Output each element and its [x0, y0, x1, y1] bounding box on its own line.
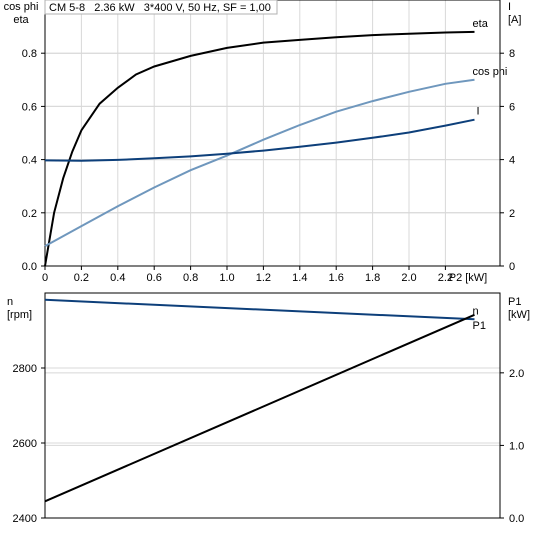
panel2-right-axis-label: [kW] — [508, 309, 530, 321]
panel1-series-i-line — [44, 118, 475, 162]
panel1-x-tick-label: 1.2 — [256, 272, 271, 284]
panel2-right-tick-label: 2.0 — [509, 368, 524, 380]
panel1-x-tick-label: 1.0 — [219, 272, 234, 284]
panel2-series-p1-line — [44, 313, 475, 503]
panel1-x-tick-label: 0 — [42, 272, 48, 284]
panel2-left-tick-label: 2800 — [13, 363, 37, 375]
panel1-plot-frame — [44, 0, 501, 267]
panel2-left-axis-label: [rpm] — [7, 309, 32, 321]
panel1-series-cos-phi-label: cos phi — [473, 66, 508, 78]
panel2-left-tick-label: 2600 — [13, 438, 37, 450]
panel2-right-tick-label: 1.0 — [509, 440, 524, 452]
chart-title: CM 5-8 2.36 kW 3*400 V, 50 Hz, SF = 1,00 — [49, 2, 271, 14]
panel1-series-eta-line — [44, 30, 475, 267]
panel1-x-tick-label: 2.2 — [438, 272, 453, 284]
panel1-left-tick-label: 0.2 — [22, 208, 37, 220]
panel2-series-p1-label: P1 — [473, 320, 486, 332]
panel1-right-tick-label: 4 — [509, 155, 515, 167]
panel1-left-tick-label: 0.6 — [22, 101, 37, 113]
panel1-right-axis-label: I — [508, 1, 511, 13]
panel1-x-tick-label: 2.0 — [401, 272, 416, 284]
chart-title-box — [44, 0, 278, 15]
panel1-left-tick-label: 0.0 — [22, 261, 37, 273]
panel1-x-tick-label: 1.8 — [365, 272, 380, 284]
panel2-right-axis-label: P1 — [508, 296, 521, 308]
panel1-series-eta-label: eta — [473, 18, 489, 30]
panel1-series-i-label: I — [477, 106, 480, 118]
panel1-x-tick-label: 1.4 — [292, 272, 307, 284]
panel1-x-tick-label: 0.6 — [147, 272, 162, 284]
panel1-right-tick-label: 2 — [509, 208, 515, 220]
panel1-right-tick-label: 8 — [509, 48, 515, 60]
panel1-left-axis-label: eta — [13, 14, 29, 26]
panel1-x-tick-label: 0.2 — [74, 272, 89, 284]
panel1-x-tick-label: 0.8 — [183, 272, 198, 284]
panel1-x-tick-label: 0.4 — [110, 272, 125, 284]
panel1-right-tick-label: 0 — [509, 261, 515, 273]
panel1-x-tick-label: 1.6 — [329, 272, 344, 284]
panel2-series-n-label: n — [473, 305, 479, 317]
panel2-left-axis-label: n — [7, 296, 13, 308]
panel1-right-tick-label: 6 — [509, 101, 515, 113]
panel1-left-tick-label: 0.4 — [22, 155, 37, 167]
panel1-x-axis-label: P2 [kW] — [449, 272, 488, 284]
panel2-series-n-line — [44, 298, 475, 321]
panel1-right-axis-label: [A] — [508, 14, 521, 26]
panel1-series-cos-phi-line — [44, 78, 475, 247]
panel2-plot-frame — [44, 292, 501, 519]
panel2-right-tick-label: 0.0 — [509, 513, 524, 525]
panel2-left-tick-label: 2400 — [13, 513, 37, 525]
panel1-left-tick-label: 0.8 — [22, 48, 37, 60]
panel1-left-axis-label: cos phi — [4, 1, 39, 13]
